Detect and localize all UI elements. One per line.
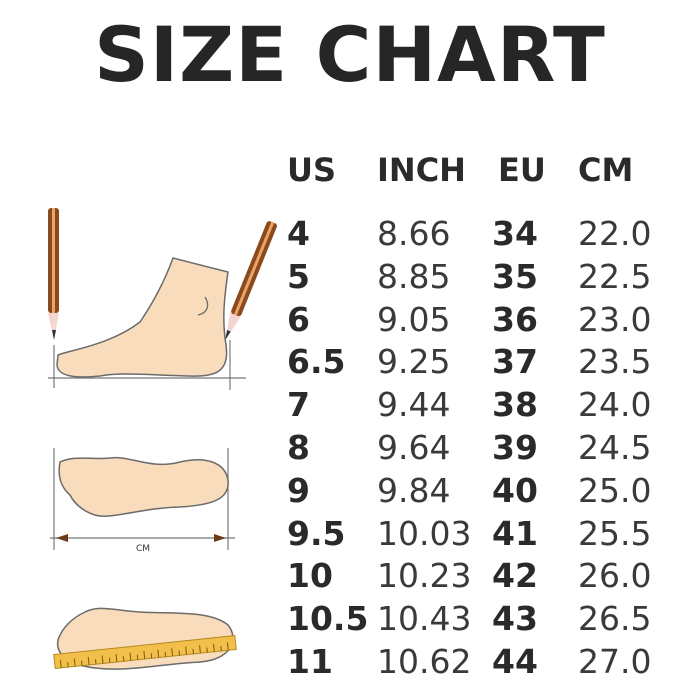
cell-inch: 10.43: [377, 599, 472, 639]
cell-us: 6: [287, 299, 310, 339]
cell-cm: 23.5: [578, 342, 652, 382]
cell-eu: 43: [492, 599, 538, 639]
column-header-us: US: [287, 151, 337, 189]
cell-eu: 40: [492, 470, 538, 510]
cell-inch: 9.44: [377, 385, 451, 425]
cell-cm: 22.0: [578, 214, 652, 253]
column-header-eu: EU: [498, 151, 546, 189]
cell-inch: 10.62: [377, 642, 472, 681]
top-foot-diagram: CM: [50, 448, 235, 554]
cell-cm: 27.0: [578, 642, 652, 681]
cell-us: 10: [287, 556, 333, 596]
cell-us: 5: [287, 256, 310, 296]
cell-inch: 10.03: [377, 513, 472, 553]
cell-eu: 39: [492, 428, 538, 467]
cell-us: 4: [287, 214, 310, 253]
cell-cm: 23.0: [578, 299, 652, 339]
ruler-icon: [53, 634, 237, 670]
cell-eu: 36: [492, 299, 538, 339]
foot-with-ruler-diagram: [53, 607, 237, 670]
arrow-right-icon: [214, 534, 226, 542]
cell-cm: 24.5: [578, 428, 652, 467]
cell-cm: 24.0: [578, 385, 652, 425]
cell-inch: 8.85: [377, 256, 451, 296]
cell-inch: 9.05: [377, 299, 451, 339]
cell-us: 9: [287, 470, 310, 510]
cell-us: 8: [287, 428, 310, 467]
cell-us: 6.5: [287, 342, 346, 382]
measure-label: CM: [136, 544, 150, 554]
cell-inch: 10.23: [377, 556, 472, 596]
cell-us: 9.5: [287, 513, 346, 553]
pencil-icon: [225, 221, 277, 341]
pencil-icon: [48, 208, 59, 340]
cell-eu: 35: [492, 256, 538, 296]
cell-cm: 26.5: [578, 599, 652, 639]
cell-us: 10.5: [287, 599, 369, 639]
cell-eu: 34: [492, 214, 538, 253]
cell-us: 7: [287, 385, 310, 425]
cell-cm: 25.5: [578, 513, 652, 553]
column-header-inch: INCH: [377, 151, 466, 189]
cell-inch: 8.66: [377, 214, 451, 253]
cell-inch: 9.64: [377, 428, 451, 467]
cell-eu: 41: [492, 513, 538, 553]
cell-eu: 37: [492, 342, 538, 382]
page-title: SIZE CHART: [94, 10, 606, 99]
cell-eu: 44: [492, 642, 538, 681]
cell-eu: 38: [492, 385, 538, 425]
cell-us: 11: [287, 642, 333, 681]
cell-cm: 25.0: [578, 470, 652, 510]
cell-cm: 26.0: [578, 556, 652, 596]
arrow-left-icon: [56, 534, 68, 542]
cell-eu: 42: [492, 556, 538, 596]
cell-cm: 22.5: [578, 256, 652, 296]
cell-inch: 9.25: [377, 342, 451, 382]
column-header-cm: CM: [578, 151, 634, 189]
side-foot-diagram: [48, 208, 277, 390]
cell-inch: 9.84: [377, 470, 451, 510]
